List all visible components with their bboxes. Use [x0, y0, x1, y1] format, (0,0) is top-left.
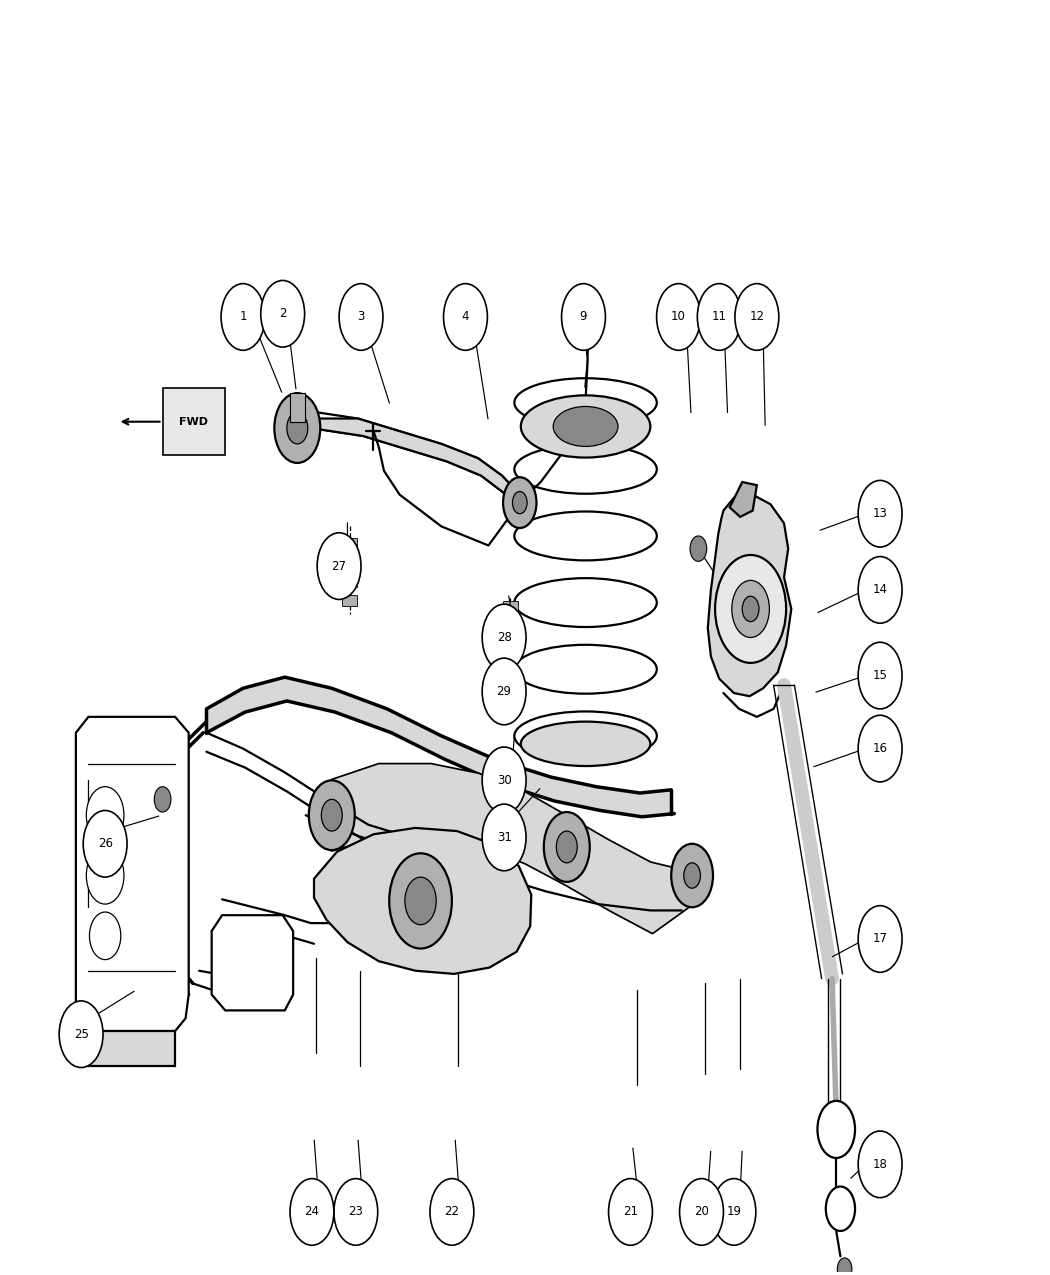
Circle shape: [544, 812, 590, 882]
Circle shape: [656, 283, 700, 351]
Circle shape: [86, 847, 124, 904]
Polygon shape: [76, 717, 189, 1031]
Text: 19: 19: [727, 1205, 741, 1219]
Polygon shape: [708, 495, 792, 696]
Circle shape: [339, 283, 383, 351]
Text: 23: 23: [349, 1205, 363, 1219]
Text: 16: 16: [873, 742, 887, 755]
Text: 18: 18: [873, 1158, 887, 1170]
Text: 28: 28: [497, 631, 511, 644]
Text: 14: 14: [873, 584, 887, 597]
Text: 3: 3: [357, 311, 364, 324]
Circle shape: [260, 280, 304, 347]
Polygon shape: [207, 677, 674, 817]
Circle shape: [671, 844, 713, 908]
Circle shape: [321, 799, 342, 831]
Text: 11: 11: [712, 311, 727, 324]
Circle shape: [732, 580, 770, 638]
Circle shape: [482, 805, 526, 871]
Circle shape: [405, 877, 436, 924]
Polygon shape: [88, 1031, 175, 1066]
Circle shape: [858, 1131, 902, 1197]
Circle shape: [858, 557, 902, 623]
Circle shape: [715, 555, 786, 663]
Bar: [342, 538, 357, 548]
Circle shape: [690, 536, 707, 561]
Circle shape: [429, 1178, 474, 1246]
Bar: [342, 557, 357, 567]
Text: 24: 24: [304, 1205, 319, 1219]
Text: 1: 1: [239, 311, 247, 324]
Text: 4: 4: [462, 311, 469, 324]
Circle shape: [290, 1178, 334, 1246]
Circle shape: [59, 1001, 103, 1067]
Circle shape: [222, 283, 265, 351]
Circle shape: [317, 533, 361, 599]
Circle shape: [818, 1100, 855, 1158]
Ellipse shape: [553, 407, 618, 446]
Text: 26: 26: [98, 838, 112, 850]
Text: 17: 17: [873, 932, 887, 946]
Bar: [503, 639, 518, 650]
Circle shape: [742, 597, 759, 622]
Circle shape: [86, 787, 124, 844]
Circle shape: [684, 863, 700, 889]
Bar: [342, 594, 357, 606]
Text: 27: 27: [332, 560, 346, 572]
Text: 29: 29: [497, 685, 511, 697]
Circle shape: [712, 1178, 756, 1246]
Circle shape: [482, 604, 526, 671]
Bar: [290, 393, 304, 422]
Text: 2: 2: [279, 307, 287, 320]
Circle shape: [443, 283, 487, 351]
Text: 15: 15: [873, 669, 887, 682]
Text: 10: 10: [671, 311, 686, 324]
Circle shape: [83, 811, 127, 877]
Polygon shape: [314, 827, 531, 974]
Circle shape: [562, 283, 606, 351]
Text: 20: 20: [694, 1205, 709, 1219]
Circle shape: [858, 905, 902, 973]
Circle shape: [858, 715, 902, 782]
Polygon shape: [730, 482, 757, 516]
FancyBboxPatch shape: [163, 389, 226, 455]
Polygon shape: [332, 765, 692, 932]
Circle shape: [274, 393, 320, 463]
Circle shape: [482, 658, 526, 724]
Circle shape: [512, 492, 527, 514]
Bar: [342, 575, 357, 586]
Circle shape: [287, 412, 308, 444]
Circle shape: [309, 780, 355, 850]
Circle shape: [697, 283, 741, 351]
Circle shape: [825, 1187, 855, 1230]
Ellipse shape: [521, 722, 650, 766]
Circle shape: [89, 912, 121, 960]
Text: 12: 12: [750, 311, 764, 324]
Circle shape: [858, 481, 902, 547]
Circle shape: [858, 643, 902, 709]
Ellipse shape: [521, 395, 650, 458]
Text: 25: 25: [74, 1028, 88, 1040]
Polygon shape: [295, 418, 520, 510]
Circle shape: [679, 1178, 723, 1246]
Bar: [503, 601, 518, 612]
Text: 13: 13: [873, 507, 887, 520]
Text: 21: 21: [623, 1205, 638, 1219]
Circle shape: [556, 831, 578, 863]
Circle shape: [735, 283, 779, 351]
Polygon shape: [212, 915, 293, 1010]
Text: 30: 30: [497, 774, 511, 787]
Circle shape: [609, 1178, 652, 1246]
Circle shape: [482, 747, 526, 813]
Bar: [503, 620, 518, 631]
Text: 22: 22: [444, 1205, 460, 1219]
Text: 31: 31: [497, 831, 511, 844]
Circle shape: [837, 1258, 852, 1275]
Circle shape: [154, 787, 171, 812]
Circle shape: [503, 477, 537, 528]
Circle shape: [334, 1178, 378, 1246]
Text: 9: 9: [580, 311, 587, 324]
Text: FWD: FWD: [180, 417, 208, 427]
Circle shape: [390, 853, 452, 949]
